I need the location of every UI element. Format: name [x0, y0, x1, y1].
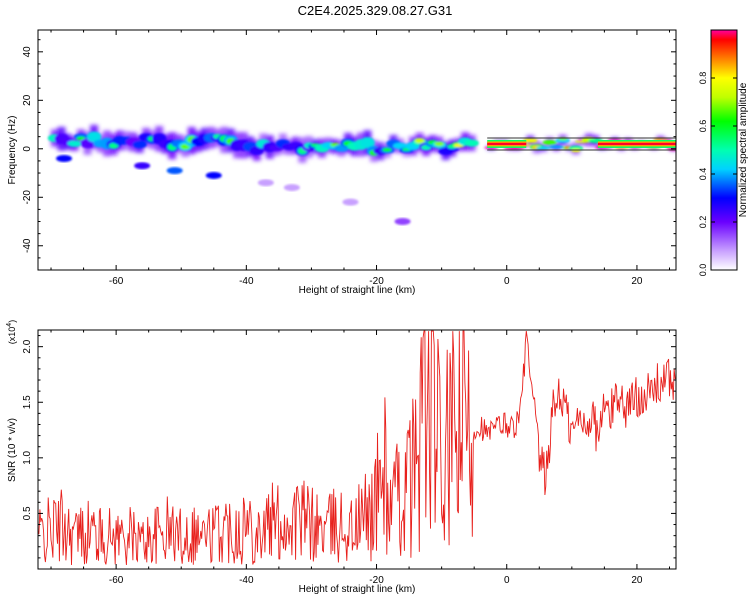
- colorbar-tick-label: 0.6: [698, 120, 708, 133]
- y-tick-label: 0: [22, 146, 33, 152]
- y-tick-label: 0.5: [22, 506, 33, 520]
- spectrogram-y-axis-label: Frequency (Hz): [7, 116, 18, 185]
- snr-frame: [37, 329, 677, 570]
- x-tick-label: 20: [631, 276, 643, 287]
- x-tick-label: 0: [504, 575, 510, 586]
- spectrogram-blob: [342, 198, 359, 206]
- y-tick-label: -40: [22, 238, 33, 253]
- y-tick-label: 40: [22, 46, 33, 58]
- colorbar-gradient: [710, 29, 738, 271]
- spectrogram-blob: [205, 171, 222, 179]
- band-core-cell: [67, 140, 82, 147]
- y-tick-label: -20: [22, 190, 33, 205]
- band-core-cell: [523, 138, 538, 143]
- spectrogram-axis-ticks: -60 -40 -20 0 20 -40 -20 0 20 40: [22, 30, 676, 287]
- snr-axis-ticks: -60 -40 -20 0 20 0.5 1.0 1.5 2.0: [22, 330, 676, 586]
- band-core-cell: [86, 131, 102, 143]
- spectrogram-x-axis-label: Height of straight line (km): [299, 285, 416, 296]
- spectrogram-blob: [257, 179, 274, 187]
- colorbar-tick-label: 0.0: [698, 264, 708, 277]
- band-core-cell: [542, 139, 558, 145]
- x-tick-label: 20: [631, 575, 643, 586]
- band-hotspot: [382, 147, 392, 152]
- band-hotspot: [414, 138, 425, 144]
- band-core-cell: [536, 146, 551, 150]
- snr-y-multiplier: (x104): [6, 320, 17, 344]
- y-tick-label: 20: [22, 94, 33, 106]
- colorbar: 0.0 0.2 0.4 0.6 0.8 Normalized spectral ampl…: [698, 29, 749, 277]
- spectrogram-frame: [37, 29, 677, 271]
- x-tick-label: -40: [239, 276, 254, 287]
- colorbar-label: Normalized spectral amplitude: [738, 82, 749, 217]
- spectrogram-plot-area: [47, 124, 676, 226]
- band-core-cell: [464, 139, 479, 147]
- spectrogram-blob: [56, 154, 73, 162]
- band-hotspot: [434, 141, 444, 147]
- snr-panel: -60 -40 -20 0 20 0.5 1.0 1.5 2.0 Height of strai…: [6, 320, 677, 595]
- figure-title: C2E4.2025.329.08.27.G31: [298, 3, 453, 18]
- spectrogram-blob: [166, 167, 183, 175]
- spectrogram-core: [47, 131, 676, 156]
- spectrogram-panel: -60 -40 -20 0 20 -40 -20 0 20 40 Height of straig…: [7, 29, 677, 296]
- band-core-cell: [249, 145, 265, 156]
- x-tick-label: -40: [239, 575, 254, 586]
- band-core-cell: [360, 137, 375, 149]
- spectrogram-blob: [394, 218, 411, 226]
- band-core-cell: [132, 140, 147, 149]
- band-core-cell: [549, 145, 564, 149]
- spectrogram-blob: [134, 162, 151, 170]
- snr-plot-area: [38, 330, 676, 566]
- y-tick-label: 1.0: [22, 450, 33, 464]
- band-line-core: [487, 142, 527, 146]
- x-tick-label: -60: [109, 276, 124, 287]
- colorbar-tick-label: 0.4: [698, 168, 708, 181]
- y-tick-label: 2.0: [22, 339, 33, 353]
- snr-x-axis-label: Height of straight line (km): [299, 584, 416, 595]
- snr-y-axis-label: SNR (10 * v/v): [7, 418, 18, 482]
- band-line-core: [597, 142, 676, 146]
- x-tick-label: 0: [504, 276, 510, 287]
- band-core-cell: [392, 142, 408, 150]
- y-tick-label: 1.5: [22, 395, 33, 409]
- colorbar-tick-label: 0.2: [698, 216, 708, 229]
- band-hotspot: [108, 142, 119, 149]
- spectrogram-blob: [283, 184, 300, 192]
- colorbar-tick-label: 0.8: [698, 72, 708, 85]
- snr-series-line: [38, 330, 676, 566]
- x-tick-label: -20: [369, 276, 384, 287]
- colorbar-ticks: 0.0 0.2 0.4 0.6 0.8: [698, 72, 737, 277]
- x-tick-label: -20: [369, 575, 384, 586]
- x-tick-label: -60: [109, 575, 124, 586]
